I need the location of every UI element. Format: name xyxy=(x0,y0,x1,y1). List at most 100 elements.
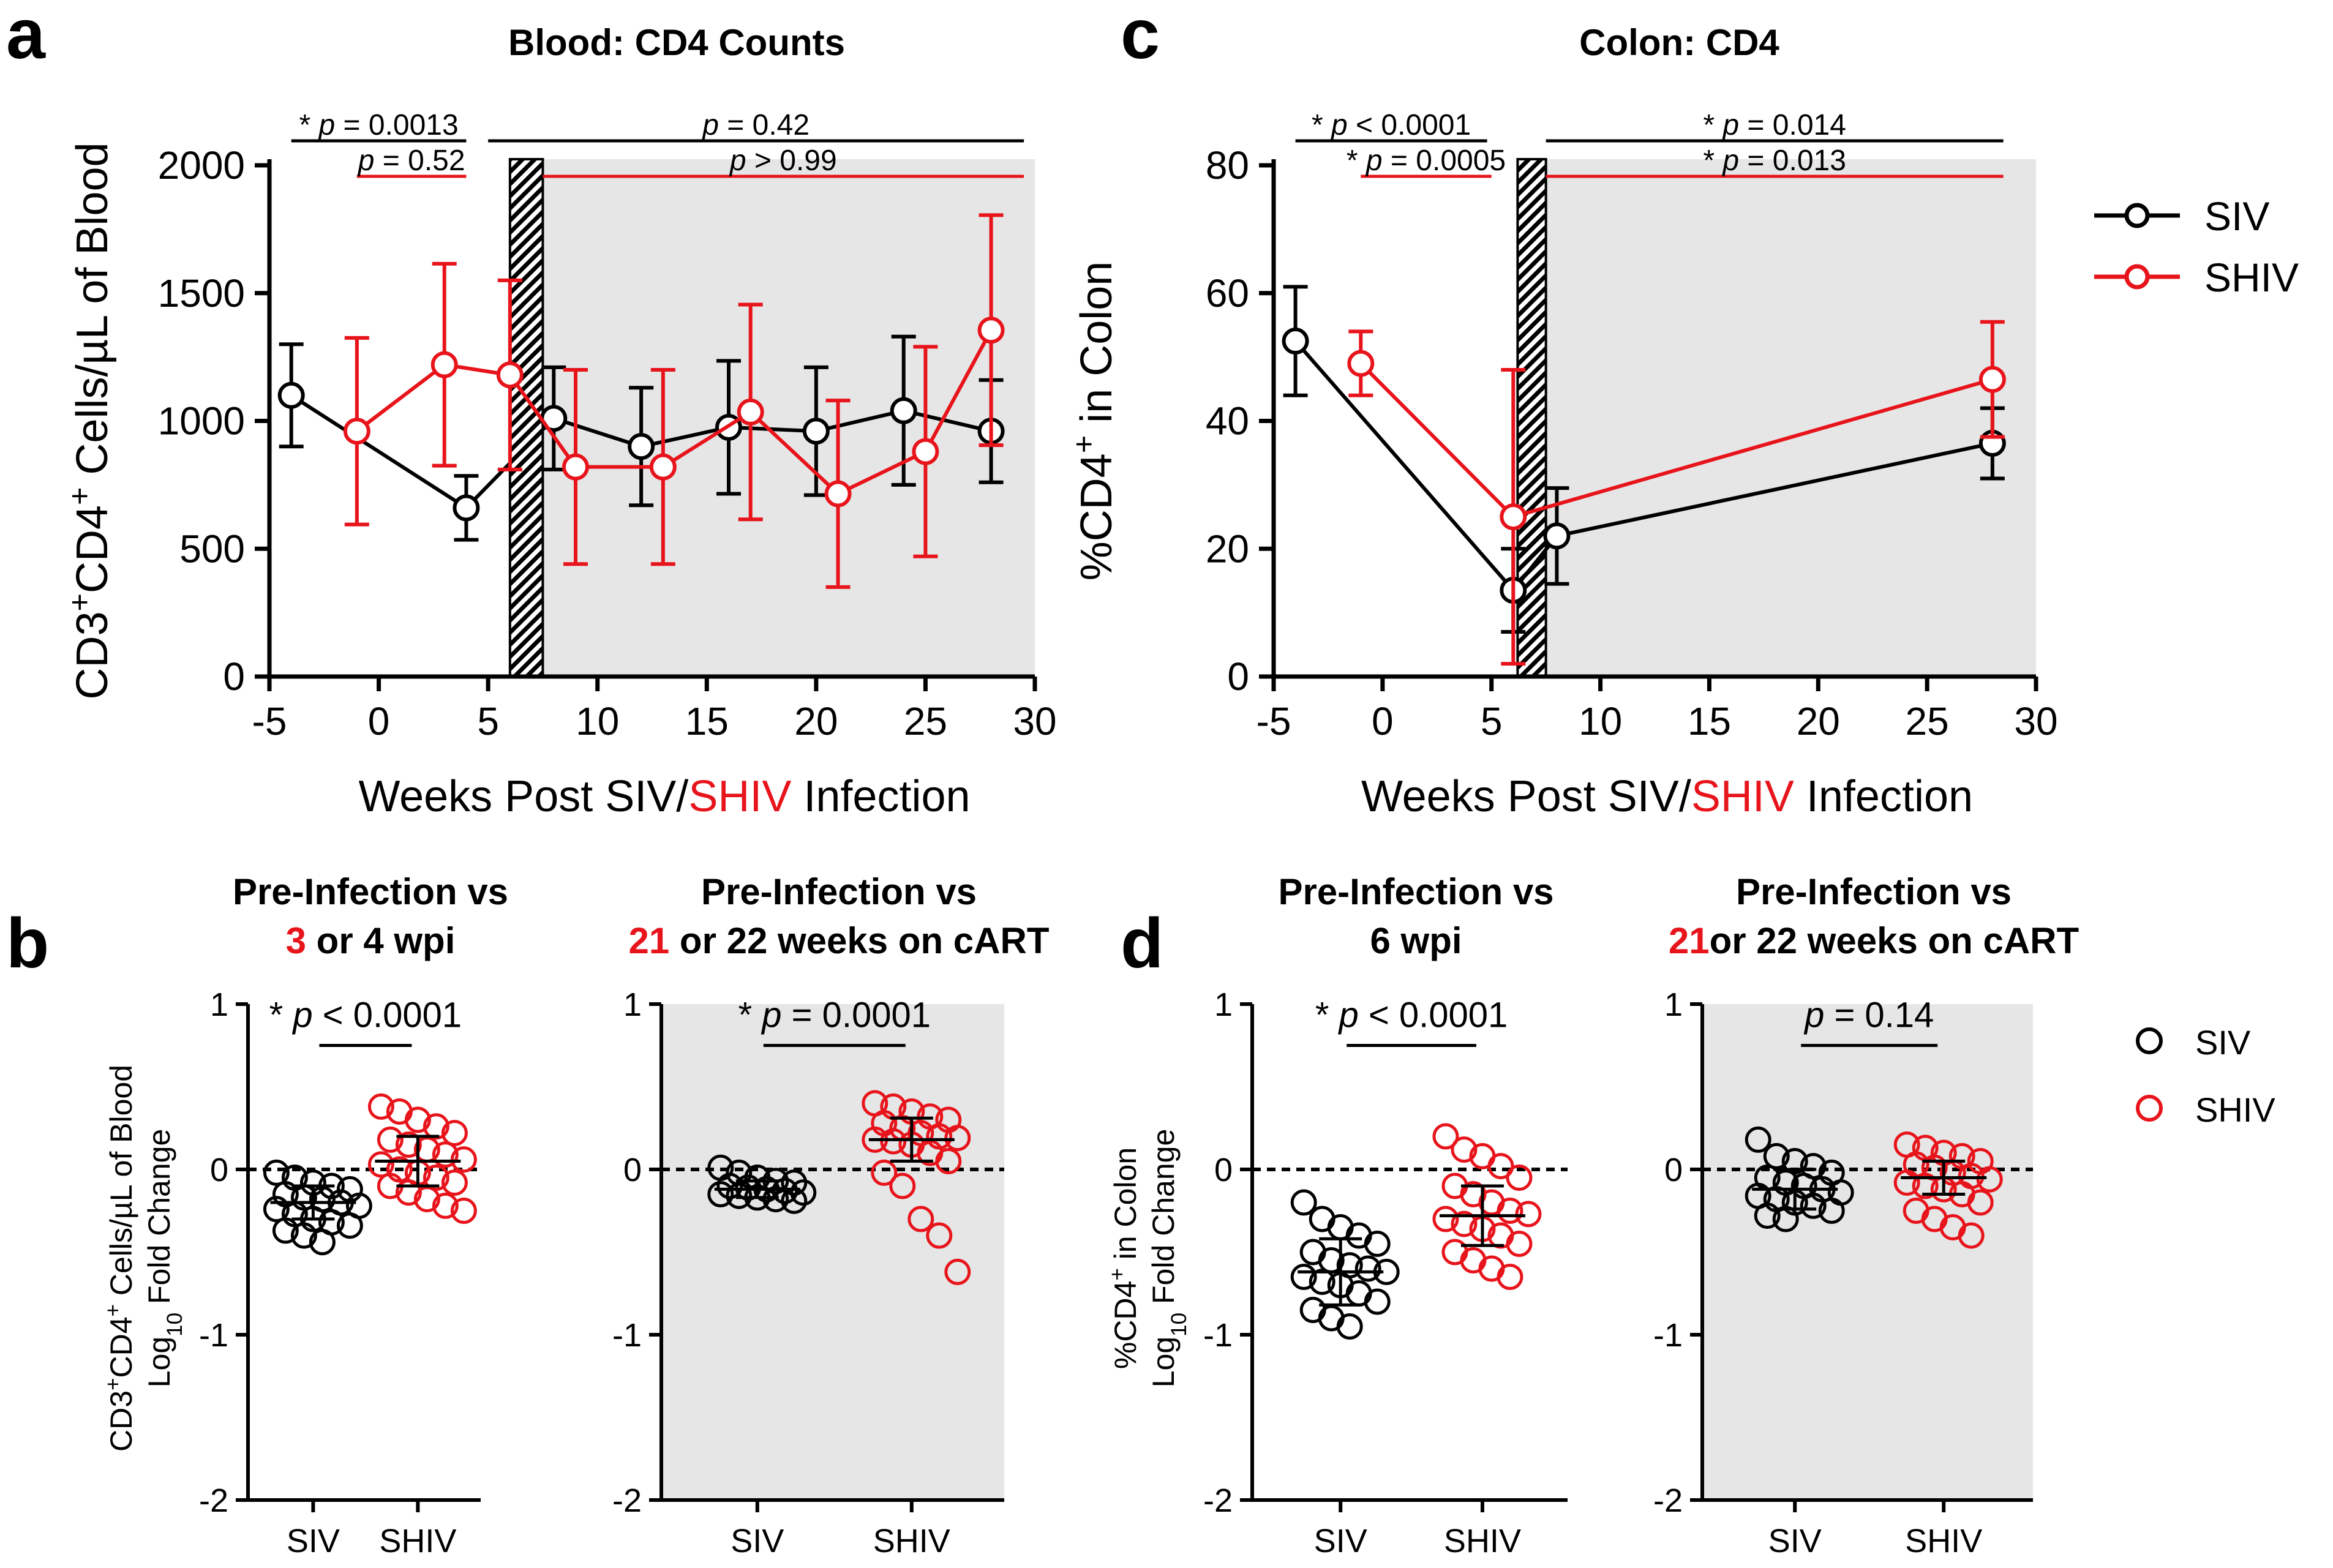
x-category-label: SIV xyxy=(1314,1523,1367,1559)
x-tick-label: 10 xyxy=(1579,699,1622,743)
x-tick-label: 5 xyxy=(477,699,499,743)
significance-label: * p = 0.0001 xyxy=(738,996,931,1035)
significance-label-value: = 0.014 xyxy=(1739,109,1846,141)
y-tick-label: 1 xyxy=(623,986,642,1023)
legend-siv-label: SIV xyxy=(2204,193,2269,239)
significance-label-p: p xyxy=(1803,996,1824,1035)
chart-title-line: Pre-Infection vs xyxy=(233,871,508,912)
y-tick-label: 2000 xyxy=(158,143,245,187)
data-point-shiv xyxy=(423,1165,449,1191)
chart-title-part: or 22 weeks on cART xyxy=(1710,920,2079,961)
legend-top: SIV SHIV xyxy=(2094,193,2299,300)
data-point-shiv xyxy=(944,1258,971,1285)
data-point-shiv xyxy=(1451,1210,1478,1237)
data-point-siv xyxy=(277,381,305,409)
y-axis-label-part: CD4 xyxy=(104,1316,138,1378)
y-tick-label: 500 xyxy=(179,527,245,571)
chart-title-part: Pre-Infection vs xyxy=(1278,871,1553,912)
significance-label: * p = 0.014 xyxy=(1703,109,1846,141)
data-point-siv xyxy=(290,1222,317,1249)
significance-label-star: * xyxy=(1315,996,1339,1035)
data-point-shiv xyxy=(1515,1201,1542,1228)
significance-label: * p < 0.0001 xyxy=(269,996,462,1035)
y-axis-label-part: %CD4 xyxy=(1108,1281,1143,1369)
data-point-shiv xyxy=(935,1148,962,1174)
y-axis-label-part: in Colon xyxy=(1072,261,1121,435)
significance-label-p: p xyxy=(357,144,375,177)
series-line-siv xyxy=(1294,340,1993,593)
chart-colon-pre-vs-cart: -2 -1 0 1 SIV SHIV Pre-Infection vs 21or 22 wee… xyxy=(1653,871,2079,1559)
data-point-shiv xyxy=(977,317,1005,344)
chart-title-part: or 4 wpi xyxy=(306,920,455,961)
x-category-label: SIV xyxy=(731,1523,784,1559)
x-tick-label: -5 xyxy=(1257,699,1291,743)
panel-label-b: b xyxy=(6,904,49,983)
significance-label-p: p xyxy=(761,996,781,1035)
y-axis-label-sup: + xyxy=(62,487,97,505)
y-tick-label: -1 xyxy=(199,1317,228,1354)
data-point-siv xyxy=(1754,1202,1781,1229)
significance-label-value: = 0.0013 xyxy=(335,109,459,141)
data-point-shiv xyxy=(1497,1198,1523,1224)
x-tick-label: 15 xyxy=(685,699,729,743)
significance-label-star: * xyxy=(738,996,762,1035)
y-tick-label: 1 xyxy=(1664,986,1683,1023)
significance-label-value: = 0.14 xyxy=(1824,996,1934,1035)
data-point-shiv xyxy=(1500,503,1527,531)
significance-label: p = 0.52 xyxy=(357,144,465,177)
data-point-shiv xyxy=(912,438,939,465)
data-point-siv xyxy=(1818,1198,1845,1224)
significance-label-p: p xyxy=(1365,144,1383,177)
significance-label-p: p xyxy=(317,109,335,141)
significance-label-value: = 0.013 xyxy=(1739,144,1846,177)
data-point-shiv xyxy=(824,480,852,508)
data-point-siv xyxy=(1336,1313,1363,1340)
chart-title-red: 21 xyxy=(1669,920,1710,961)
chart-title-part: or 22 weeks on cART xyxy=(669,920,1049,961)
y-tick-label: 0 xyxy=(210,1152,228,1188)
data-point-shiv xyxy=(430,351,458,378)
chart-title-line: Pre-Infection vs xyxy=(1736,871,2012,912)
chart-title-line: Pre-Infection vs xyxy=(701,871,977,912)
treatment-shaded-region xyxy=(1546,159,2036,677)
chart-title-line: 21or 22 weeks on cART xyxy=(1669,920,2079,961)
data-point-siv xyxy=(1800,1192,1827,1219)
chart-title-red: 21 xyxy=(629,920,670,961)
legend-shiv-label: SHIV xyxy=(2204,255,2299,300)
x-axis-label-part: Weeks Post SIV/ xyxy=(1361,772,1691,821)
y-tick-label: -1 xyxy=(1203,1317,1233,1354)
data-point-shiv xyxy=(432,1141,459,1168)
data-point-shiv xyxy=(649,453,677,481)
significance-label-star: * xyxy=(1312,109,1331,141)
y-axis-label-part: %CD4 xyxy=(1072,453,1121,580)
x-axis-label: Weeks Post SIV/SHIV Infection xyxy=(1361,772,1973,821)
x-axis-label-red: SHIV xyxy=(688,772,791,821)
data-point-shiv xyxy=(1912,1172,1939,1199)
y-tick-label: 0 xyxy=(1214,1152,1233,1188)
data-point-siv xyxy=(1364,1288,1391,1315)
data-point-shiv xyxy=(450,1146,477,1173)
x-tick-label: 20 xyxy=(1797,699,1840,743)
significance-label-p: p xyxy=(701,109,719,141)
data-point-siv xyxy=(1282,328,1309,355)
panel-label-a: a xyxy=(6,0,46,73)
x-tick-label: 30 xyxy=(1013,699,1056,743)
data-point-siv xyxy=(336,1212,363,1239)
legend-bottom: SIV SHIV xyxy=(2136,1023,2275,1129)
significance-label-star: * xyxy=(1703,144,1723,177)
x-tick-label: 5 xyxy=(1481,699,1503,743)
legend-bottom-siv-marker xyxy=(2136,1027,2163,1054)
significance-label-star: * xyxy=(1347,144,1366,177)
data-point-siv xyxy=(707,1181,734,1207)
y-axis-label: %CD4+ in Colon xyxy=(1066,261,1122,581)
data-point-siv xyxy=(762,1186,789,1213)
y-axis-label-part: CD3 xyxy=(104,1390,138,1452)
x-axis-label-part: Infection xyxy=(1794,772,1973,821)
x-category-label: SHIV xyxy=(873,1523,950,1559)
y-axis-label-line: Log10 Fold Change xyxy=(1146,1129,1191,1388)
data-point-siv xyxy=(1763,1142,1790,1169)
significance-label-p: p xyxy=(1338,996,1359,1035)
data-point-shiv xyxy=(432,1192,459,1219)
x-tick-label: 25 xyxy=(904,699,947,743)
data-point-siv xyxy=(263,1159,290,1186)
